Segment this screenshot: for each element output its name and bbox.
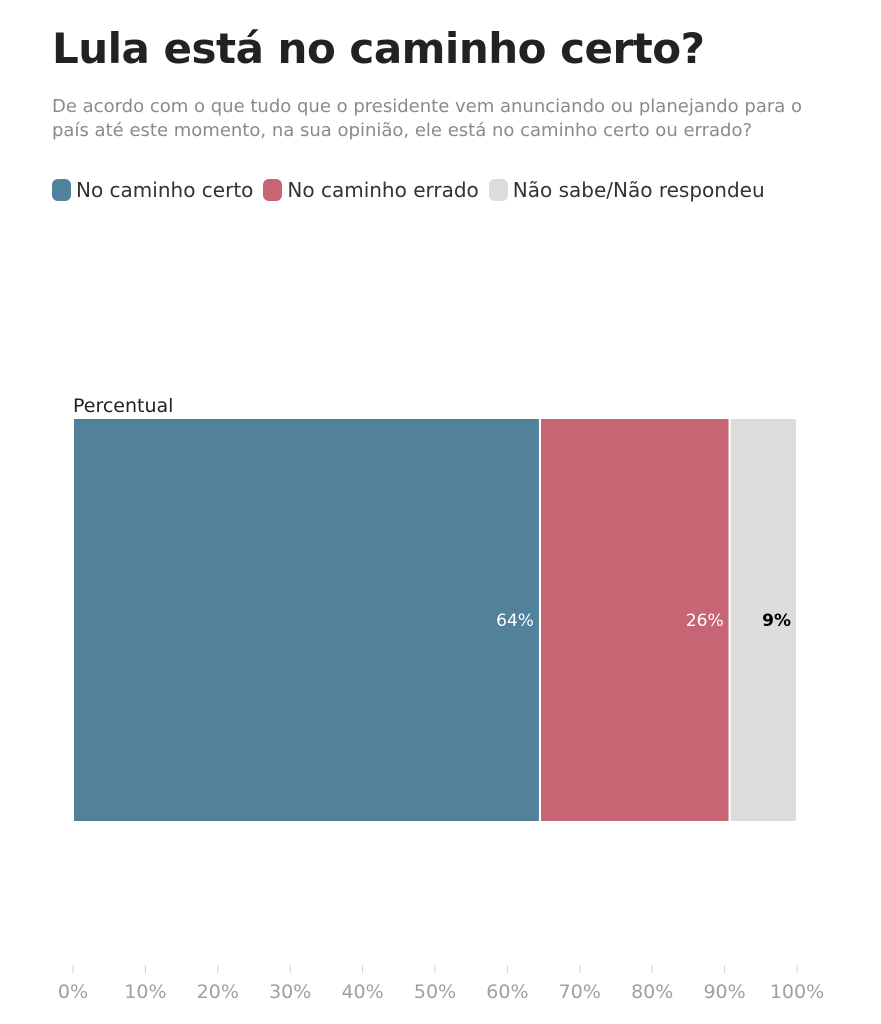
x-tick-label: 10% (124, 981, 166, 1003)
x-tick-label: 40% (341, 981, 383, 1003)
data-label-nao-sabe: 9% (762, 611, 791, 631)
x-tick-label: 100% (770, 981, 824, 1003)
x-tick-label: 90% (703, 981, 745, 1003)
bar-segment-errado (538, 417, 731, 823)
x-tick-label: 20% (197, 981, 239, 1003)
legend-item-certo: No caminho certo (52, 178, 253, 202)
data-label-certo: 64% (496, 611, 534, 631)
x-tick-label: 60% (486, 981, 528, 1003)
x-tick-label: 0% (58, 981, 88, 1003)
legend-item-errado: No caminho errado (263, 178, 479, 202)
legend-label-nao-sabe: Não sabe/Não respondeu (512, 178, 765, 202)
category-label: Percentual (73, 395, 173, 417)
x-tick-label: 80% (631, 981, 673, 1003)
x-tick-label: 50% (414, 981, 456, 1003)
bar-group: 64% 26% 9% (72, 417, 799, 823)
legend-swatch-errado (263, 179, 283, 201)
legend-swatch-certo (52, 179, 71, 201)
legend-item-nao-sabe: Não sabe/Não respondeu (488, 178, 765, 202)
data-label-errado: 26% (686, 611, 724, 631)
bar-segment-certo (72, 417, 541, 823)
legend: No caminho certo No caminho errado Não s… (52, 178, 775, 202)
legend-swatch-nao-sabe (488, 179, 508, 201)
x-tick-label: 30% (269, 981, 311, 1003)
legend-label-certo: No caminho certo (76, 178, 254, 202)
chart-title: Lula está no caminho certo? (52, 24, 705, 73)
legend-label-errado: No caminho errado (287, 178, 479, 202)
x-axis: 0% 10% 20% 30% 40% 50% 60% 70% 80% 90% 100% (58, 965, 824, 1003)
bar-segment-nao-sabe (728, 417, 799, 823)
chart-subtitle: De acordo com o que tudo que o president… (52, 96, 803, 141)
x-tick-label: 70% (559, 981, 601, 1003)
